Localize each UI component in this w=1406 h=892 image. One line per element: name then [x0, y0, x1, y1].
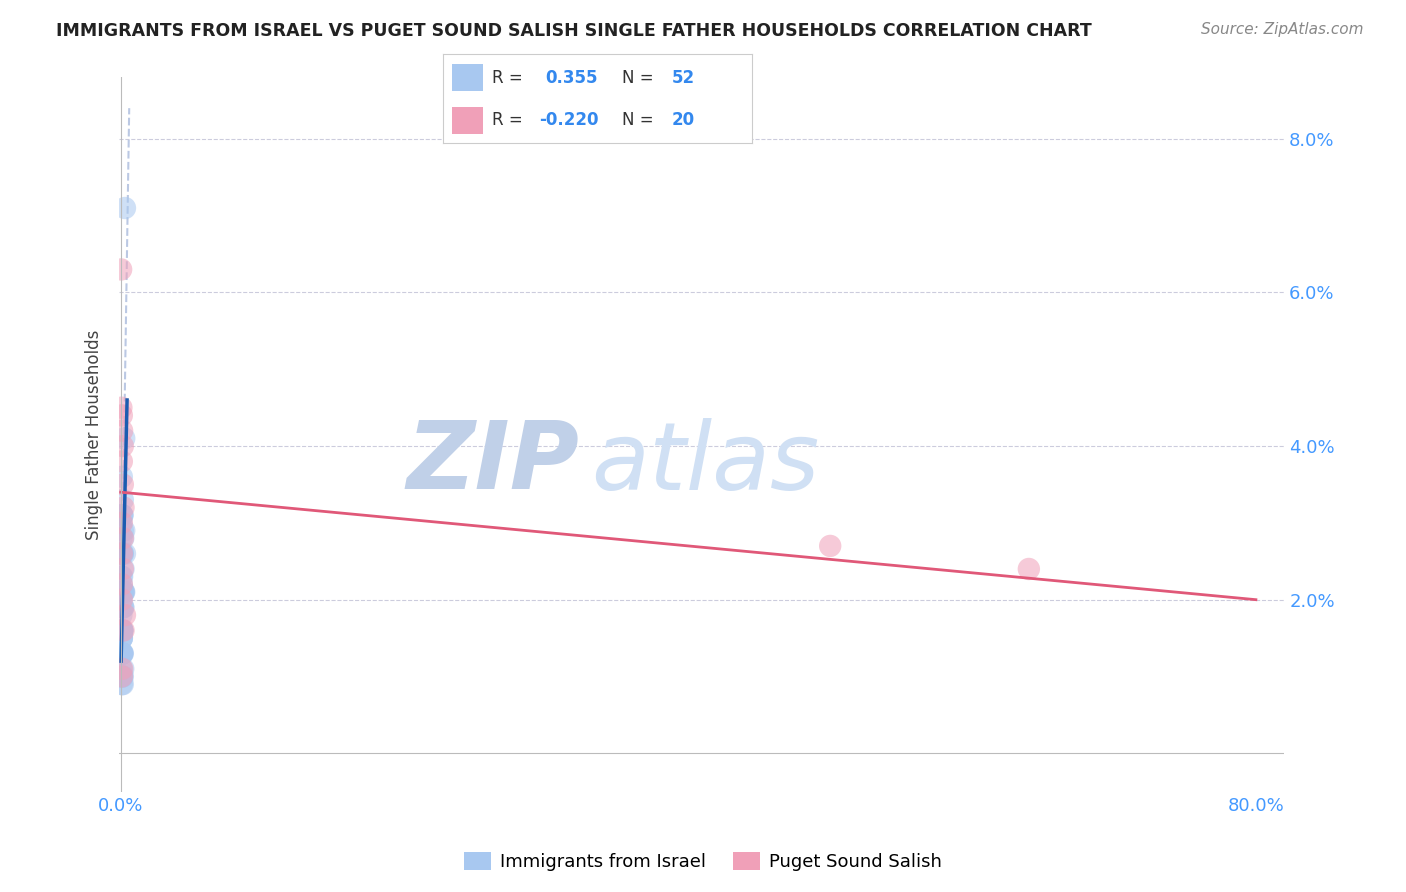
Y-axis label: Single Father Households: Single Father Households	[86, 329, 103, 540]
Point	[110, 662, 132, 676]
Point	[818, 539, 841, 553]
Point	[111, 624, 134, 638]
Point	[111, 577, 134, 591]
Point	[111, 547, 134, 561]
Point	[111, 662, 134, 676]
Text: 52: 52	[672, 69, 695, 87]
Point	[111, 631, 134, 645]
Point	[111, 477, 134, 491]
Point	[111, 624, 134, 638]
Point	[111, 624, 134, 638]
Point	[111, 562, 134, 576]
Point	[111, 569, 134, 583]
Point	[111, 547, 134, 561]
Point	[111, 524, 134, 538]
Point	[110, 569, 132, 583]
Point	[112, 531, 135, 545]
Point	[111, 508, 134, 523]
Point	[112, 524, 135, 538]
Point	[111, 669, 134, 683]
Point	[111, 677, 134, 691]
Point	[111, 547, 134, 561]
Text: Source: ZipAtlas.com: Source: ZipAtlas.com	[1201, 22, 1364, 37]
Point	[111, 454, 134, 468]
Point	[111, 647, 134, 661]
Text: R =: R =	[492, 69, 523, 87]
Point	[111, 677, 134, 691]
Point	[114, 547, 136, 561]
Point	[112, 585, 135, 599]
Point	[111, 647, 134, 661]
Point	[112, 562, 135, 576]
Point	[112, 500, 135, 515]
Point	[112, 585, 135, 599]
Point	[110, 531, 132, 545]
Point	[111, 547, 134, 561]
Point	[111, 439, 134, 453]
Point	[110, 401, 132, 415]
Point	[111, 424, 134, 438]
Point	[111, 585, 134, 599]
Point	[111, 631, 134, 645]
Point	[112, 600, 135, 615]
Text: -0.220: -0.220	[538, 112, 599, 129]
Legend: Immigrants from Israel, Puget Sound Salish: Immigrants from Israel, Puget Sound Sali…	[457, 845, 949, 879]
Point	[111, 624, 134, 638]
Point	[111, 600, 134, 615]
Point	[111, 531, 134, 545]
Point	[111, 516, 134, 530]
Point	[111, 577, 134, 591]
Point	[112, 600, 135, 615]
Point	[111, 585, 134, 599]
Bar	[453, 64, 484, 91]
Point	[112, 624, 135, 638]
Point	[110, 547, 132, 561]
Point	[112, 585, 135, 599]
Point	[111, 647, 134, 661]
Point	[112, 585, 135, 599]
Point	[110, 516, 132, 530]
Point	[112, 431, 135, 445]
Point	[111, 409, 134, 423]
Point	[114, 201, 136, 215]
Point	[1018, 562, 1040, 576]
Point	[111, 669, 134, 683]
Point	[111, 624, 134, 638]
Text: 0.355: 0.355	[546, 69, 598, 87]
Text: N =: N =	[623, 112, 654, 129]
Text: R =: R =	[492, 112, 523, 129]
Bar	[453, 107, 484, 134]
Point	[111, 647, 134, 661]
Point	[111, 492, 134, 507]
Point	[111, 647, 134, 661]
Point	[111, 592, 134, 607]
Text: atlas: atlas	[591, 417, 820, 508]
Point	[111, 508, 134, 523]
Point	[112, 662, 135, 676]
Point	[111, 508, 134, 523]
Text: 20: 20	[672, 112, 695, 129]
Point	[111, 669, 134, 683]
Point	[114, 608, 136, 623]
Point	[111, 470, 134, 484]
Point	[111, 547, 134, 561]
Text: ZIP: ZIP	[406, 417, 579, 509]
Point	[111, 631, 134, 645]
Point	[110, 669, 132, 683]
Point	[110, 262, 132, 277]
Text: N =: N =	[623, 69, 654, 87]
Text: IMMIGRANTS FROM ISRAEL VS PUGET SOUND SALISH SINGLE FATHER HOUSEHOLDS CORRELATIO: IMMIGRANTS FROM ISRAEL VS PUGET SOUND SA…	[56, 22, 1092, 40]
Point	[110, 608, 132, 623]
